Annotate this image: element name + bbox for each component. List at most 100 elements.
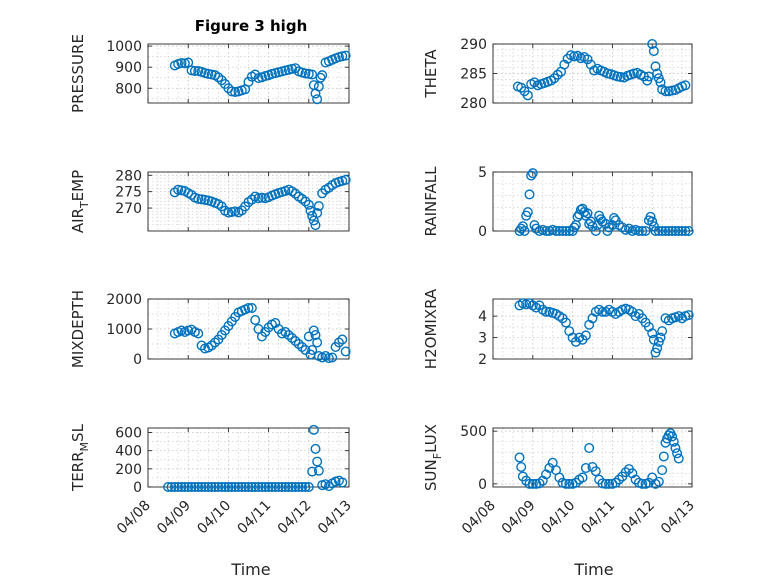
data-point	[670, 443, 681, 454]
data-point	[527, 478, 538, 489]
y-tick-label: 275	[115, 185, 142, 201]
data-point	[667, 225, 678, 236]
data-point	[317, 70, 328, 81]
data-point	[529, 77, 540, 88]
data-point	[554, 472, 565, 483]
y-tick-label: 290	[460, 37, 487, 53]
data-point	[312, 207, 323, 218]
y-axis-label: RAINFALL	[422, 166, 440, 237]
data-point	[263, 482, 274, 493]
data-point	[243, 482, 254, 493]
y-axis-label: THETA	[422, 49, 440, 99]
data-point	[223, 482, 234, 493]
data-point	[570, 477, 581, 488]
data-point	[640, 225, 651, 236]
y-tick-label: 900	[115, 60, 142, 76]
data-point	[680, 80, 691, 91]
data-point	[163, 482, 174, 493]
data-point	[209, 337, 220, 348]
data-point	[652, 343, 663, 354]
x-tick-label: 04/09	[154, 498, 194, 538]
data-point	[609, 213, 620, 224]
y-tick-label: 2000	[106, 292, 142, 308]
data-point	[340, 50, 351, 61]
data-point	[647, 39, 658, 50]
figure-title: Figure 3 high	[195, 17, 308, 35]
data-point	[590, 466, 601, 477]
y-tick-label: 280	[115, 168, 142, 184]
data-point	[297, 482, 308, 493]
data-point	[663, 225, 674, 236]
data-point	[647, 328, 658, 339]
data-point	[213, 72, 224, 83]
data-point	[577, 472, 588, 483]
data-point	[280, 482, 291, 493]
data-point	[660, 225, 671, 236]
subplot-h2omixra: 2 3 4 H2OMIXRA	[422, 288, 694, 369]
data-point	[250, 315, 261, 326]
data-point	[650, 347, 661, 358]
y-tick-label: 2	[478, 352, 487, 368]
data-point	[250, 482, 261, 493]
y-tick-label: 800	[115, 81, 142, 97]
axes-frame	[492, 427, 693, 488]
x-tick-label: 04/10	[539, 498, 579, 538]
y-tick-label: 1000	[106, 322, 142, 338]
data-point	[522, 90, 533, 101]
data-point	[183, 482, 194, 493]
data-point	[313, 201, 324, 212]
data-point	[240, 482, 251, 493]
subplot-mixdepth: 0 1000 2000 MIXDEPTH	[69, 290, 351, 368]
data-point	[683, 225, 694, 236]
data-point	[519, 225, 530, 236]
data-point	[645, 211, 656, 222]
data-point	[246, 482, 257, 493]
x-tick-label: 04/09	[499, 498, 539, 538]
data-point	[308, 424, 319, 435]
data-point	[564, 225, 575, 236]
axes-frame	[147, 43, 350, 104]
data-point	[193, 482, 204, 493]
data-point	[637, 225, 648, 236]
subplot-terr: 04/08 04/09 04/10 04/11 04/12 04/13 0 200 400 600…	[69, 423, 355, 537]
data-point	[653, 336, 664, 347]
data-point	[233, 482, 244, 493]
data-point	[541, 306, 552, 317]
x-tick-label: 04/08	[459, 498, 499, 538]
data-point	[179, 482, 190, 493]
data-point	[196, 340, 207, 351]
data-point	[524, 189, 535, 200]
y-tick-label: 270	[115, 201, 142, 217]
data-point	[305, 205, 316, 216]
data-point	[673, 225, 684, 236]
data-point	[243, 76, 254, 87]
subplot-rainfall: 0 5 RAINFALL	[422, 165, 694, 240]
data-point	[655, 77, 666, 88]
data-point	[277, 482, 288, 493]
data-point	[260, 482, 271, 493]
data-point	[273, 482, 284, 493]
data-point	[337, 334, 348, 345]
data-point	[310, 443, 321, 454]
data-point	[313, 81, 324, 92]
data-point	[313, 465, 324, 476]
data-point	[176, 57, 187, 68]
data-point	[527, 168, 538, 179]
data-point	[522, 207, 533, 218]
data-point	[307, 466, 318, 477]
data-point	[303, 482, 314, 493]
y-tick-label: 285	[460, 67, 487, 83]
data-point	[327, 352, 338, 363]
data-point	[582, 208, 593, 219]
data-point	[307, 69, 318, 80]
data-point	[283, 330, 294, 341]
data-point	[246, 303, 257, 314]
data-point	[216, 482, 227, 493]
x-tick-label: 04/12	[618, 498, 658, 538]
data-point	[290, 336, 301, 347]
data-point	[337, 477, 348, 488]
data-point	[266, 482, 277, 493]
data-point	[569, 222, 580, 233]
data-point	[209, 482, 220, 493]
